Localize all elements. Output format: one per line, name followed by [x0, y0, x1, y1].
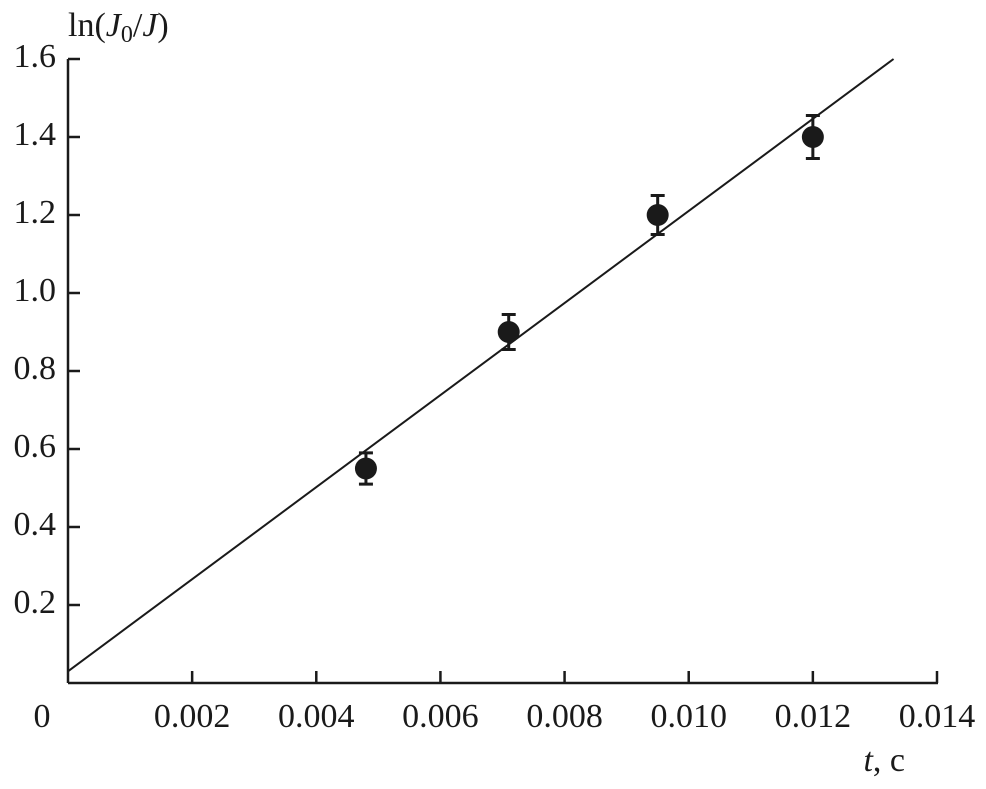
y-tick-label: 0.8 — [14, 350, 57, 387]
point — [497, 321, 520, 343]
y-tick-label: 0.6 — [14, 428, 57, 465]
y-tick-label: 1.0 — [14, 272, 57, 309]
point — [354, 457, 377, 480]
x-tick-label: 0.002 — [154, 698, 231, 735]
point — [646, 204, 669, 226]
x-tick-label: 0.006 — [402, 698, 479, 735]
x-tick-label: 0.004 — [278, 698, 355, 735]
y-tick-label: 1.2 — [14, 194, 57, 231]
y-tick-label: 1.6 — [14, 38, 57, 75]
x-axis-label: t, c — [863, 742, 905, 779]
y-tick-label: 0.4 — [14, 506, 57, 543]
x-tick-label: 0 — [34, 698, 51, 735]
x-tick-label: 0.014 — [899, 698, 976, 735]
y-tick-label: 0.2 — [14, 584, 57, 621]
x-tick-label: 0.008 — [526, 698, 603, 735]
y-tick-label: 1.4 — [14, 116, 57, 153]
x-tick-label: 0.012 — [775, 698, 852, 735]
point — [801, 126, 824, 148]
x-tick-label: 0.010 — [650, 698, 727, 735]
y-axis-label: ln(J0/J) — [68, 7, 169, 48]
fit-line — [67, 58, 895, 673]
